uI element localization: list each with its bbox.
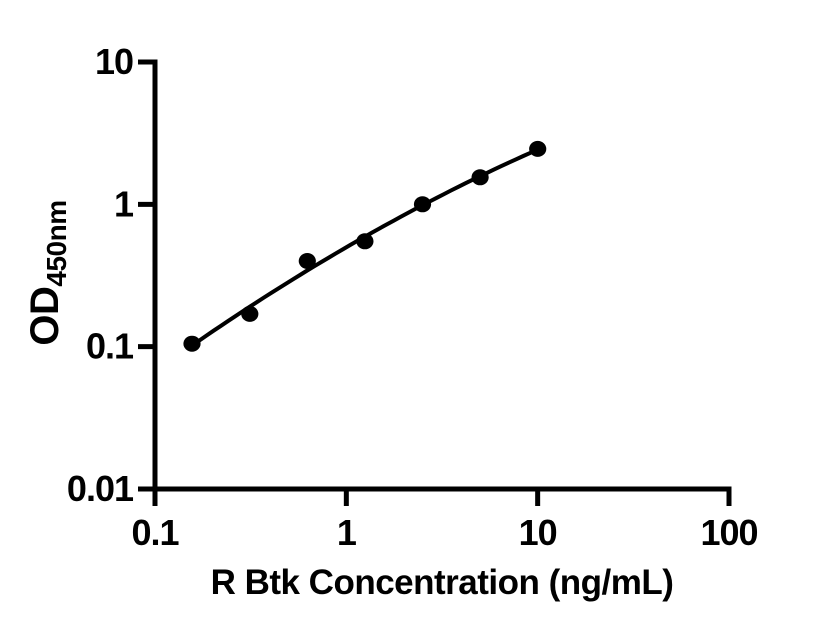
data-point <box>298 253 316 269</box>
y-tick-label: 0.01 <box>67 468 134 509</box>
data-point <box>183 335 201 352</box>
x-axis-title: R Btk Concentration (ng/mL) <box>211 563 674 602</box>
data-points-group <box>183 140 547 352</box>
x-tick-label: 100 <box>700 512 757 553</box>
x-tick-label: 0.1 <box>131 512 179 553</box>
data-point <box>413 196 432 213</box>
y-axis-title-subscript: 450nm <box>41 200 72 286</box>
data-point <box>529 140 547 157</box>
y-axis-title: OD450nm <box>23 200 72 345</box>
ticks <box>138 59 732 506</box>
y-tick-label: 10 <box>95 41 133 82</box>
data-point <box>356 233 374 250</box>
x-tick-label: 10 <box>519 512 557 553</box>
data-point <box>471 169 489 186</box>
y-tick-label: 1 <box>114 183 134 224</box>
axes <box>152 59 732 492</box>
y-axis-title-main: OD <box>23 287 67 346</box>
x-tick-label: 1 <box>337 512 357 553</box>
y-tick-label: 0.1 <box>86 326 134 367</box>
data-point <box>241 305 259 322</box>
